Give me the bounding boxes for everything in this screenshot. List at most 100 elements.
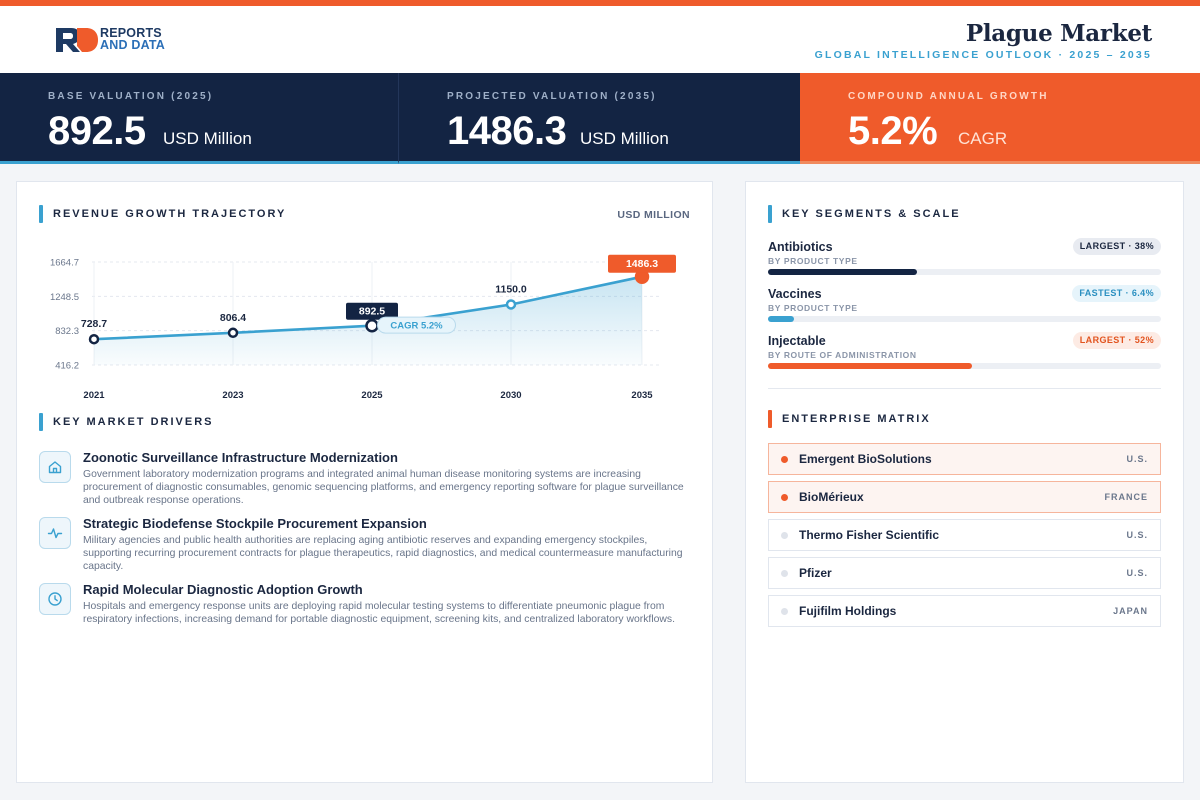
enterprise-country: U.S. — [1126, 454, 1148, 464]
segment-category: BY ROUTE OF ADMINISTRATION — [768, 350, 917, 360]
enterprise-row[interactable]: BioMérieux FRANCE — [768, 481, 1161, 513]
y-tick-label: 416.2 — [55, 361, 79, 372]
driver-item: Strategic Biodefense Stockpile Procureme… — [39, 514, 689, 580]
y-tick-label: 1664.7 — [50, 258, 79, 269]
enterprise-name: Pfizer — [799, 566, 832, 580]
data-point — [505, 299, 517, 310]
divider — [768, 388, 1161, 389]
kpi-unit: USD Million — [163, 129, 252, 148]
chart-unit-label: USD MILLION — [617, 209, 690, 221]
drivers-list: Zoonotic Surveillance Infrastructure Mod… — [39, 448, 689, 646]
y-tick-label: 1248.5 — [50, 292, 79, 303]
page-header: REPORTS AND DATA Plague Market GLOBAL IN… — [0, 6, 1200, 73]
kpi-label: PROJECTED VALUATION (2035) — [447, 91, 657, 102]
kpi-band: BASE VALUATION (2025) 892.5 USD Million … — [0, 73, 1200, 164]
segment-track — [768, 363, 1161, 369]
segment-badge: LARGEST · 38% — [1072, 238, 1161, 255]
data-point — [88, 333, 100, 345]
kpi-value: 892.5 — [48, 109, 146, 153]
value-label: 728.7 — [81, 318, 107, 330]
growth-chart: 416.2 832.3 1248.5 1664.7 728.7 806.4 892.5 11… — [50, 254, 676, 401]
enterprise-row[interactable]: Thermo Fisher Scientific U.S. — [768, 519, 1161, 551]
x-tick-label: 2035 — [631, 390, 653, 401]
value-label-box — [608, 254, 676, 273]
segments-list: Antibiotics BY PRODUCT TYPE LARGEST · 38… — [768, 238, 1161, 379]
value-label: 1150.0 — [495, 283, 527, 295]
data-point — [227, 327, 239, 339]
kpi-value: 5.2% — [848, 109, 938, 153]
cagr-pill — [377, 316, 456, 334]
x-tick-label: 2023 — [222, 390, 243, 401]
enterprise-row[interactable]: Pfizer U.S. — [768, 557, 1161, 589]
enterprise-name: Fujifilm Holdings — [799, 604, 897, 618]
kpi-projected-valuation: PROJECTED VALUATION (2035) 1486.3 USD Mi… — [399, 73, 800, 164]
segment-item: Antibiotics BY PRODUCT TYPE LARGEST · 38… — [768, 238, 1161, 285]
kpi-unit: CAGR — [958, 129, 1008, 148]
logo-line-2: AND DATA — [100, 38, 166, 52]
chart-section-header: REVENUE GROWTH TRAJECTORY — [39, 205, 286, 223]
value-label-box — [346, 302, 398, 320]
segment-category: BY PRODUCT TYPE — [768, 256, 858, 266]
segment-item: Injectable BY ROUTE OF ADMINISTRATION LA… — [768, 332, 1161, 379]
section-marker — [768, 205, 772, 223]
segment-item: Vaccines BY PRODUCT TYPE FASTEST · 6.4% — [768, 285, 1161, 332]
enterprise-section-header: ENTERPRISE MATRIX — [768, 410, 931, 428]
section-marker — [768, 410, 772, 428]
status-dot-icon — [781, 608, 788, 615]
chart-area-fill — [94, 276, 642, 365]
value-label: 1486.3 — [626, 258, 658, 270]
enterprise-country: U.S. — [1126, 568, 1148, 578]
y-tick-label: 832.3 — [55, 326, 79, 337]
enterprise-row[interactable]: Fujifilm Holdings JAPAN — [768, 595, 1161, 627]
segment-bar — [768, 269, 918, 275]
segment-bar — [768, 316, 794, 322]
home-icon — [39, 451, 71, 483]
driver-title: Rapid Molecular Diagnostic Adoption Grow… — [83, 582, 363, 597]
clock-icon — [39, 583, 71, 615]
brand-logo[interactable]: REPORTS AND DATA — [55, 27, 215, 57]
enterprise-country: U.S. — [1126, 530, 1148, 540]
driver-title: Strategic Biodefense Stockpile Procureme… — [83, 516, 427, 531]
page-title: Plague Market — [965, 20, 1152, 47]
drivers-title: KEY MARKET DRIVERS — [53, 416, 214, 428]
right-panel: KEY SEGMENTS & SCALE Antibiotics BY PROD… — [745, 181, 1184, 783]
x-tick-label: 2030 — [500, 390, 521, 401]
segment-badge: LARGEST · 52% — [1072, 332, 1161, 349]
left-panel: REVENUE GROWTH TRAJECTORY USD MILLION 41… — [16, 181, 713, 783]
logo-line-1: REPORTS — [100, 26, 162, 40]
section-marker — [39, 205, 43, 223]
enterprise-country: FRANCE — [1104, 492, 1148, 502]
status-dot-icon — [781, 532, 788, 539]
cagr-label: CAGR 5.2% — [390, 321, 443, 332]
driver-item: Zoonotic Surveillance Infrastructure Mod… — [39, 448, 689, 514]
segment-badge: FASTEST · 6.4% — [1072, 285, 1161, 302]
kpi-label: BASE VALUATION (2025) — [48, 91, 214, 102]
status-dot-icon — [781, 494, 788, 501]
top-accent-bar — [0, 0, 1200, 6]
drivers-section-header: KEY MARKET DRIVERS — [39, 413, 213, 431]
segment-track — [768, 269, 1161, 275]
segment-bar — [768, 363, 973, 369]
section-marker — [39, 413, 43, 431]
driver-description: Hospitals and emergency response units a… — [83, 601, 675, 625]
pulse-icon — [39, 517, 71, 549]
value-label: 892.5 — [359, 306, 385, 318]
segments-title: KEY SEGMENTS & SCALE — [782, 208, 961, 220]
x-tick-label: 2021 — [83, 390, 105, 401]
data-point — [365, 318, 379, 333]
driver-description: Military agencies and public health auth… — [83, 535, 683, 572]
segment-name: Injectable — [768, 334, 826, 348]
kpi-value: 1486.3 — [447, 109, 567, 153]
driver-description: Government laboratory modernization prog… — [83, 469, 684, 506]
enterprise-row[interactable]: Emergent BioSolutions U.S. — [768, 443, 1161, 475]
page-subtitle: GLOBAL INTELLIGENCE OUTLOOK · 2025 – 203… — [814, 49, 1152, 61]
segments-section-header: KEY SEGMENTS & SCALE — [768, 205, 961, 223]
kpi-unit: USD Million — [580, 129, 669, 148]
logo-mark-icon — [56, 28, 98, 52]
driver-title: Zoonotic Surveillance Infrastructure Mod… — [83, 450, 398, 465]
driver-item: Rapid Molecular Diagnostic Adoption Grow… — [39, 580, 689, 646]
enterprise-name: Thermo Fisher Scientific — [799, 528, 940, 542]
kpi-label: COMPOUND ANNUAL GROWTH — [848, 91, 1049, 102]
x-tick-label: 2025 — [361, 390, 383, 401]
status-dot-icon — [781, 456, 788, 463]
